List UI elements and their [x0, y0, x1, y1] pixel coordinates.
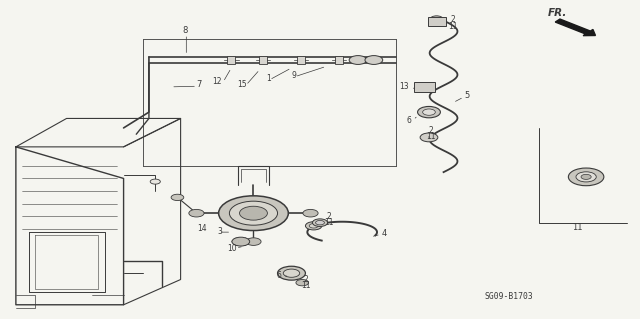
Text: FR.: FR. — [548, 8, 568, 18]
Bar — [335, 56, 343, 64]
Text: 1: 1 — [266, 74, 271, 84]
Text: 8: 8 — [182, 26, 188, 35]
Circle shape — [430, 16, 443, 22]
Text: 2: 2 — [429, 126, 434, 135]
Circle shape — [305, 222, 322, 230]
Text: 2: 2 — [303, 275, 308, 284]
Text: 2: 2 — [451, 15, 455, 25]
Text: 10: 10 — [227, 244, 237, 253]
Circle shape — [568, 168, 604, 186]
Circle shape — [581, 174, 591, 179]
Circle shape — [239, 206, 268, 220]
Circle shape — [312, 219, 328, 226]
FancyBboxPatch shape — [414, 82, 435, 92]
FancyBboxPatch shape — [428, 17, 446, 26]
Circle shape — [316, 220, 324, 225]
Circle shape — [309, 224, 318, 228]
Text: 7: 7 — [196, 80, 201, 89]
Text: 9: 9 — [291, 71, 296, 80]
Circle shape — [296, 279, 308, 286]
Text: 11: 11 — [572, 223, 582, 232]
Circle shape — [219, 196, 288, 231]
Circle shape — [419, 85, 429, 90]
Circle shape — [303, 209, 318, 217]
Circle shape — [229, 201, 278, 225]
Text: 11: 11 — [301, 281, 310, 290]
Circle shape — [246, 238, 261, 245]
Text: 11: 11 — [324, 218, 333, 227]
Circle shape — [171, 194, 184, 201]
FancyArrow shape — [556, 19, 595, 36]
Bar — [297, 56, 305, 64]
Text: 13: 13 — [399, 82, 409, 91]
Circle shape — [365, 56, 383, 64]
Circle shape — [349, 56, 367, 64]
Bar — [227, 56, 236, 64]
Text: 6: 6 — [277, 271, 282, 280]
Text: 6: 6 — [406, 115, 411, 124]
Circle shape — [284, 269, 300, 277]
Circle shape — [189, 209, 204, 217]
Text: 14: 14 — [197, 225, 207, 234]
Text: SG09-B1703: SG09-B1703 — [484, 293, 534, 301]
Bar — [259, 56, 267, 64]
Circle shape — [232, 237, 250, 246]
Circle shape — [417, 107, 440, 118]
Circle shape — [576, 172, 596, 182]
Text: 15: 15 — [237, 80, 247, 89]
Circle shape — [420, 133, 438, 142]
Circle shape — [278, 266, 305, 280]
Circle shape — [422, 109, 435, 115]
Circle shape — [150, 179, 161, 184]
Text: 2: 2 — [326, 212, 331, 221]
Text: 5: 5 — [465, 91, 470, 100]
Text: 4: 4 — [382, 229, 387, 238]
Text: 11: 11 — [426, 132, 436, 141]
Text: 11: 11 — [448, 22, 458, 31]
Text: 12: 12 — [212, 77, 222, 86]
Text: 3: 3 — [218, 227, 222, 236]
